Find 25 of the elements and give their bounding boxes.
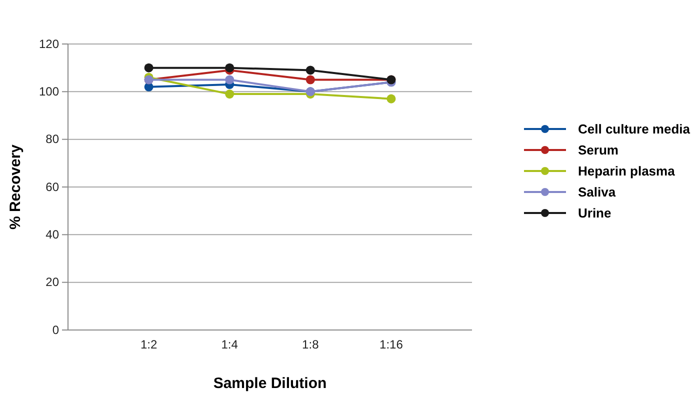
legend-label: Heparin plasma	[578, 164, 676, 179]
point	[225, 90, 234, 99]
legend-label: Serum	[578, 142, 618, 158]
y-axis-title: % Recovery	[7, 144, 24, 230]
y-tick-label: 0	[52, 322, 60, 337]
point	[386, 94, 396, 104]
y-tick-label: 20	[46, 275, 60, 290]
legend-label: Saliva	[578, 184, 616, 200]
y-tick-label: 120	[38, 36, 60, 51]
point	[306, 75, 315, 84]
y-tick-label: 60	[46, 180, 60, 194]
y-tick-label: 100	[38, 84, 60, 99]
x-tick-label: 1:8	[302, 338, 320, 352]
point	[225, 63, 234, 72]
point	[144, 63, 154, 72]
x-tick-label: 1:16	[380, 338, 404, 352]
x-axis-title: Sample Dilution	[213, 375, 327, 392]
x-tick-label: 1:2	[140, 338, 158, 352]
point	[225, 75, 234, 84]
x-tick-label: 1:4	[221, 338, 238, 352]
y-tick-label: 40	[46, 228, 60, 242]
y-tick-label: 80	[46, 132, 60, 146]
legend-label: Urine	[578, 206, 612, 221]
point	[306, 66, 315, 75]
legend-label: Cell culture media	[578, 122, 691, 137]
